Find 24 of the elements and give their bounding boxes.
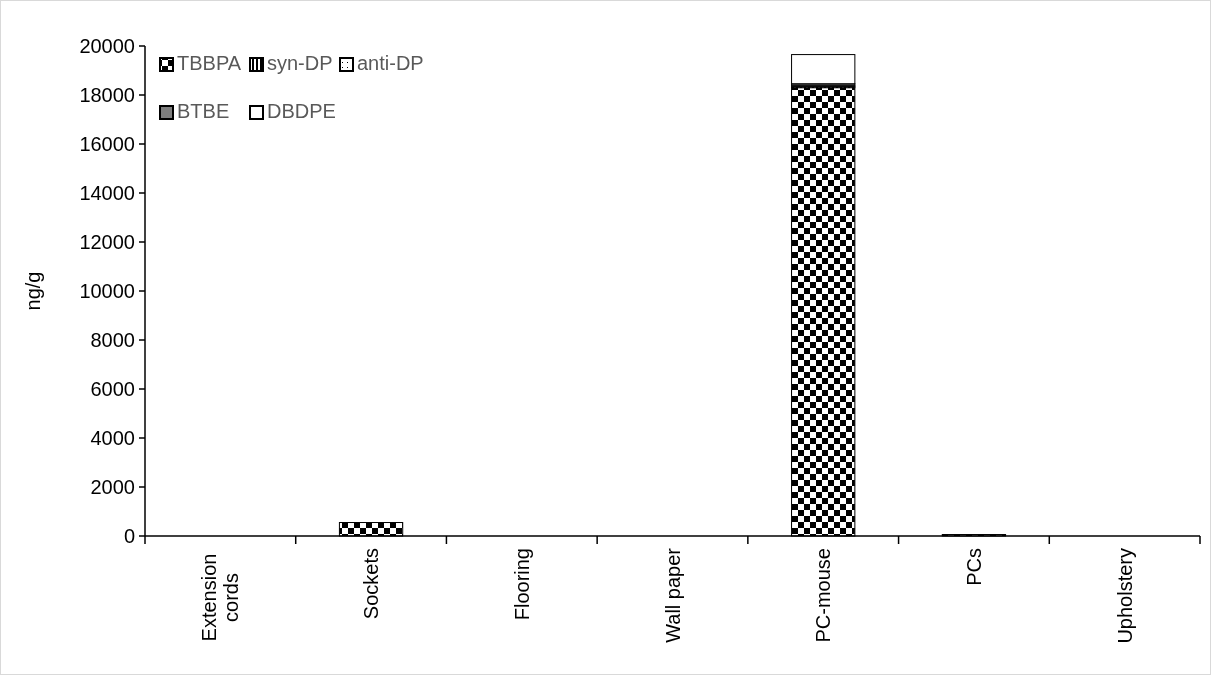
y-tick-label: 0 [123, 525, 135, 547]
x-tick-label: Extension cords [198, 553, 243, 642]
y-axis-title: ng/g [22, 271, 44, 311]
y-tick-label: 18000 [79, 84, 135, 106]
x-tick-label: Wall paper [661, 547, 684, 643]
x-tick-label: PC-mouse [812, 548, 835, 643]
x-tick-label: Sockets [360, 548, 383, 620]
y-tick-label: 14000 [79, 182, 135, 204]
legend-label: DBDPE [267, 100, 336, 122]
y-tick-label: 20000 [79, 35, 135, 57]
x-tick-label: PCs [962, 548, 985, 586]
y-tick-label: 12000 [79, 231, 135, 253]
x-tick-label: Flooring [510, 548, 533, 621]
y-tick-label: 8000 [90, 329, 135, 351]
legend-label: TBBPA [177, 52, 242, 74]
y-tick-label: 4000 [90, 427, 135, 449]
legend-label: syn-DP [267, 52, 333, 74]
y-tick-label: 6000 [90, 378, 135, 400]
legend-label: anti-DP [357, 52, 424, 74]
y-tick-label: 10000 [79, 280, 135, 302]
x-tick-label: Upholstery [1113, 548, 1136, 644]
y-tick-label: 2000 [90, 476, 135, 498]
y-tick-label: 16000 [79, 133, 135, 155]
legend-label: BTBE [177, 100, 230, 122]
